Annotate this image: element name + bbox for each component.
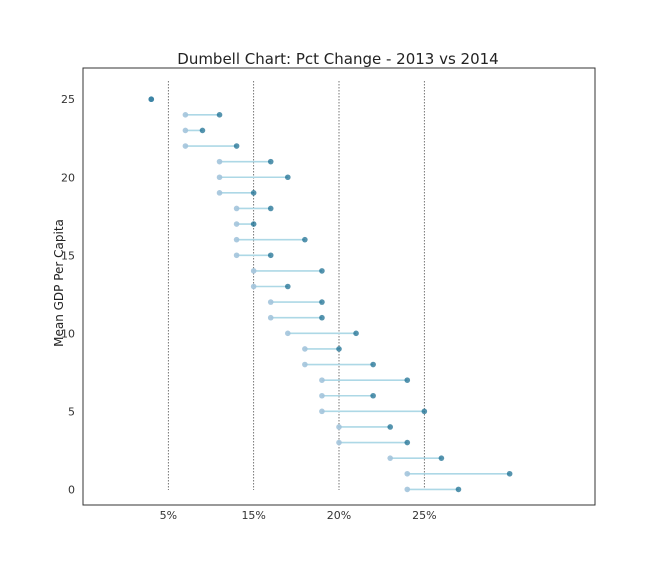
y-axis-label: Mean GDP Per Capita: [52, 219, 66, 347]
end-dot-13: [285, 283, 291, 290]
end-dot-2: [438, 455, 445, 461]
start-dot-15: [233, 252, 240, 259]
end-dot-22: [233, 143, 240, 149]
x-tick-label-0: 5%: [160, 509, 177, 522]
start-dot-14: [250, 268, 257, 274]
end-dot-18: [267, 205, 274, 212]
end-dot-7: [404, 377, 411, 383]
end-dot-6: [370, 392, 376, 399]
start-dot-19: [216, 190, 223, 196]
end-dot-11: [319, 314, 325, 321]
chart-title: Dumbell Chart: Pct Change - 2013 vs 2014: [177, 50, 498, 68]
y-tick-label-0: 0: [68, 483, 75, 496]
start-dot-8: [302, 361, 308, 368]
x-tick-label-3: 25%: [412, 509, 436, 522]
start-dot-17: [233, 221, 240, 227]
end-dot-10: [353, 330, 359, 337]
y-tick-label-1: 5: [68, 405, 75, 418]
end-dot-17: [250, 221, 257, 227]
end-dot-15: [267, 252, 274, 259]
start-dot-6: [319, 392, 325, 399]
dumbbell-dots: [148, 96, 513, 493]
end-dot-4: [387, 424, 394, 430]
end-dot-19: [250, 190, 257, 196]
start-dot-20: [216, 174, 223, 181]
end-dot-16: [302, 236, 308, 243]
end-dot-0: [455, 486, 462, 493]
end-dot-25: [148, 96, 155, 103]
end-dot-1: [506, 470, 513, 477]
end-dot-23: [199, 127, 206, 134]
x-tick-labels: 5% 15% 20% 25%: [160, 509, 437, 522]
y-tick-label-3: 15: [61, 249, 75, 262]
y-tick-label-4: 20: [61, 171, 75, 184]
end-dot-9: [336, 346, 342, 352]
end-dot-24: [216, 112, 223, 118]
y-tick-label-2: 10: [61, 327, 75, 340]
end-dot-8: [370, 361, 376, 368]
start-dot-21: [216, 158, 223, 165]
end-dot-12: [319, 299, 325, 305]
y-tick-label-5: 25: [61, 93, 75, 106]
start-dot-24: [182, 112, 189, 118]
x-tick-label-2: 20%: [327, 509, 351, 522]
end-dot-14: [319, 268, 325, 274]
start-dot-9: [302, 346, 308, 352]
end-dot-3: [404, 439, 411, 446]
vertical-reference-lines: [167, 81, 425, 490]
start-dot-18: [233, 205, 240, 212]
start-dot-3: [336, 439, 342, 446]
y-tick-labels: 0 5 10 15 20 25: [61, 93, 75, 496]
start-dot-16: [233, 236, 240, 243]
start-dot-2: [387, 455, 394, 461]
start-dot-7: [319, 377, 325, 383]
start-dot-23: [182, 127, 189, 134]
end-dot-20: [285, 174, 291, 181]
x-tick-label-1: 15%: [241, 509, 265, 522]
start-dot-11: [267, 314, 274, 321]
start-dot-10: [285, 330, 291, 337]
end-dot-21: [267, 158, 274, 165]
start-dot-13: [250, 283, 257, 290]
start-dot-4: [336, 424, 342, 430]
end-dot-5: [421, 408, 428, 415]
dumbbell-segments: [185, 114, 510, 491]
plot-frame: [82, 67, 596, 506]
start-dot-5: [319, 408, 325, 415]
start-dot-22: [182, 143, 189, 149]
start-dot-0: [404, 486, 411, 493]
start-dot-12: [267, 299, 274, 305]
start-dot-1: [404, 470, 411, 477]
